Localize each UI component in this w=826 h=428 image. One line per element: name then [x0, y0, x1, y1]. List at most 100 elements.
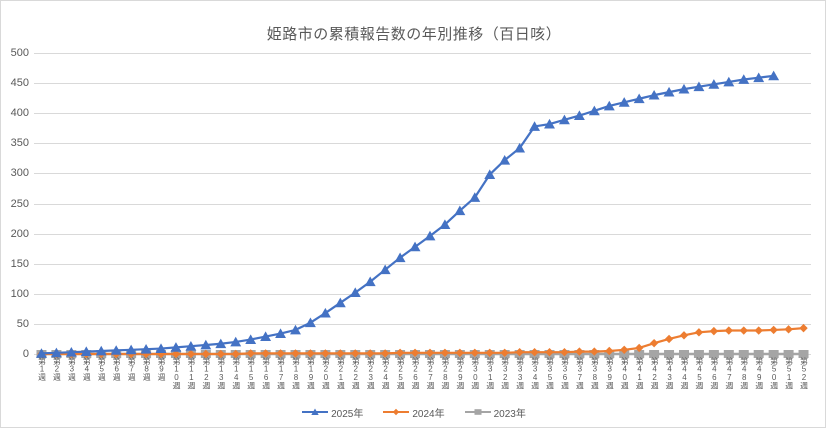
gridline-450 — [34, 83, 811, 85]
x-tick-label: 第11週 — [186, 357, 196, 389]
data-point-marker — [679, 331, 689, 340]
data-point-marker — [723, 76, 735, 87]
series-2024年 — [37, 323, 808, 359]
data-point-marker — [334, 297, 346, 308]
x-tick-label: 第36週 — [560, 357, 570, 389]
x-tick-label: 第6週 — [112, 357, 122, 381]
data-point-marker — [394, 252, 406, 263]
x-tick-label: 第2週 — [52, 357, 62, 381]
data-point-marker — [230, 336, 242, 347]
x-tick-label: 第28週 — [440, 357, 450, 389]
legend-item-2024年[interactable]: 2024年 — [383, 405, 445, 420]
data-point-marker — [500, 348, 509, 357]
data-point-marker — [784, 325, 793, 334]
series-lines — [36, 70, 809, 359]
data-point-marker — [529, 121, 541, 131]
data-point-marker — [708, 350, 719, 358]
data-point-marker — [36, 348, 47, 358]
data-point-marker — [395, 348, 405, 357]
chart-legend: 2025年 2024年 2023年 — [1, 404, 825, 420]
data-point-marker — [769, 325, 778, 335]
chart-title: 姫路市の累積報告数の年別推移（百日咳） — [266, 26, 562, 43]
data-point-marker — [575, 347, 584, 356]
y-axis-labels: 0 50 100 150 200 250 300 350 400 450 500 — [1, 48, 29, 360]
x-tick-label: 第1週 — [37, 357, 47, 381]
x-tick-label: 第43週 — [665, 357, 675, 389]
gridline-500 — [34, 53, 811, 54]
data-point-marker — [409, 241, 421, 252]
data-point-marker — [454, 205, 466, 216]
data-point-marker — [485, 348, 494, 357]
data-point-marker — [379, 264, 391, 275]
y-tick-label: 200 — [10, 227, 29, 240]
data-point-marker — [605, 346, 614, 356]
data-point-marker — [739, 326, 748, 335]
y-tick-label: 150 — [10, 257, 29, 270]
gridline-100 — [34, 293, 811, 295]
legend-item-2025年[interactable]: 2025年 — [302, 405, 363, 420]
data-point-marker — [708, 79, 720, 89]
data-point-marker — [410, 348, 420, 357]
data-point-marker — [321, 349, 330, 358]
legend-swatch-icon — [383, 407, 410, 417]
x-tick-label: 第42週 — [650, 357, 660, 389]
x-tick-label: 第26週 — [411, 357, 421, 389]
series-line — [40, 327, 805, 356]
data-point-marker — [664, 334, 674, 344]
data-point-marker — [678, 83, 690, 94]
data-point-marker — [349, 287, 361, 298]
data-point-marker — [290, 324, 301, 335]
data-point-marker — [678, 350, 689, 358]
x-tick-label: 第47週 — [724, 357, 734, 389]
y-tick-label: 500 — [10, 47, 29, 59]
data-point-marker — [738, 350, 749, 358]
x-tick-label: 第38週 — [590, 357, 600, 389]
x-tick-label: 第50週 — [769, 357, 779, 389]
data-point-marker — [515, 347, 524, 357]
gridline-300 — [34, 173, 811, 175]
data-point-marker — [246, 349, 255, 358]
legend-item-2023年[interactable]: 2023年 — [464, 405, 526, 420]
x-tick-label: 第40週 — [620, 357, 630, 389]
data-point-marker — [155, 343, 167, 354]
series-line — [40, 74, 775, 355]
data-point-marker — [634, 350, 645, 358]
data-point-marker — [634, 343, 644, 353]
x-tick-label: 第9週 — [157, 357, 166, 381]
data-point-marker — [693, 350, 704, 358]
x-tick-label: 第41週 — [635, 357, 645, 389]
data-point-marker — [186, 349, 196, 359]
gridline-350 — [34, 143, 811, 145]
gridline-400 — [34, 113, 811, 115]
data-point-marker — [364, 276, 376, 287]
x-tick-label: 第7週 — [127, 357, 137, 381]
data-point-marker — [440, 348, 450, 357]
data-point-marker — [291, 349, 300, 358]
data-point-marker — [65, 346, 77, 357]
data-point-marker — [753, 72, 765, 83]
data-point-marker — [588, 105, 600, 116]
data-point-marker — [723, 350, 734, 358]
data-point-marker — [783, 350, 794, 358]
data-point-marker — [603, 100, 615, 111]
data-point-marker — [261, 349, 270, 358]
data-point-marker — [768, 70, 780, 81]
data-point-marker — [200, 339, 212, 350]
data-point-marker — [80, 346, 92, 357]
y-tick-label: 350 — [10, 137, 29, 150]
y-tick-label: 50 — [16, 317, 29, 330]
data-point-marker — [275, 328, 287, 338]
x-tick-label: 第15週 — [246, 357, 256, 389]
data-point-marker — [649, 350, 660, 358]
x-tick-label: 第29週 — [455, 357, 465, 389]
x-tick-label: 第12週 — [201, 357, 211, 389]
data-point-marker — [514, 142, 526, 153]
data-point-marker — [648, 89, 660, 100]
legend-label: 2024年 — [412, 408, 445, 420]
y-tick-label: 300 — [10, 167, 29, 180]
x-tick-label: 第52週 — [799, 357, 809, 389]
x-tick-label: 第16週 — [261, 357, 271, 389]
series-2025年 — [36, 70, 780, 358]
x-tick-label: 第21週 — [336, 357, 346, 389]
data-point-marker — [709, 326, 719, 336]
